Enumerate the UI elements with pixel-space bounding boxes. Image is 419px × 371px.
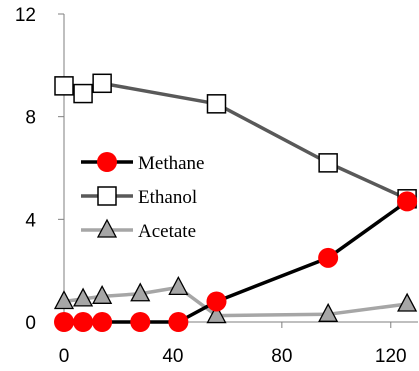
series-markers xyxy=(53,73,418,332)
series-line-acetate xyxy=(63,285,408,318)
acetate-point xyxy=(92,284,113,304)
ethanol-point xyxy=(318,153,338,173)
acetate-point xyxy=(206,304,227,324)
methane-point xyxy=(168,312,189,332)
methane-point xyxy=(318,247,339,268)
acetate-point xyxy=(168,275,189,296)
x-tick-label: 80 xyxy=(271,346,292,367)
acetate-point xyxy=(318,302,339,322)
acetate-point xyxy=(72,287,94,307)
legend-item-acetate: Acetate xyxy=(81,218,196,242)
legend-marker-acetate xyxy=(96,218,118,238)
ethanol-point xyxy=(54,76,74,96)
legend-item-methane: Methane xyxy=(81,152,204,174)
methane-point xyxy=(92,312,113,332)
methane-point xyxy=(397,191,418,212)
ethanol-point xyxy=(73,83,93,104)
legend-label: Methane xyxy=(138,153,204,174)
legend-marker-methane xyxy=(97,152,117,172)
legend-item-ethanol: Ethanol xyxy=(81,186,197,208)
series-line-methane xyxy=(64,199,409,324)
x-tick-label: 0 xyxy=(59,346,70,367)
legend-label: Ethanol xyxy=(138,187,197,208)
legend-marker-ethanol xyxy=(97,186,117,206)
acetate-point xyxy=(53,290,75,310)
y-tick-label: 0 xyxy=(25,313,36,334)
y-tick-label: 4 xyxy=(25,210,36,231)
series-line-ethanol xyxy=(63,81,408,201)
acetate-point xyxy=(130,282,151,302)
acetate-point xyxy=(397,292,418,312)
legend-label: Acetate xyxy=(138,221,196,242)
ethanol-point xyxy=(92,73,112,94)
ethanol-point xyxy=(206,94,227,114)
x-tick-label: 40 xyxy=(162,346,183,367)
methane-point xyxy=(130,312,151,332)
y-tick-label: 12 xyxy=(15,5,36,26)
x-tick-label: 120 xyxy=(375,346,407,367)
y-tick-label: 8 xyxy=(25,108,36,129)
methane-point xyxy=(54,312,74,332)
legend: Methane Ethanol Acetate xyxy=(81,152,204,242)
methane-point xyxy=(206,291,227,312)
methane-point xyxy=(73,312,94,332)
